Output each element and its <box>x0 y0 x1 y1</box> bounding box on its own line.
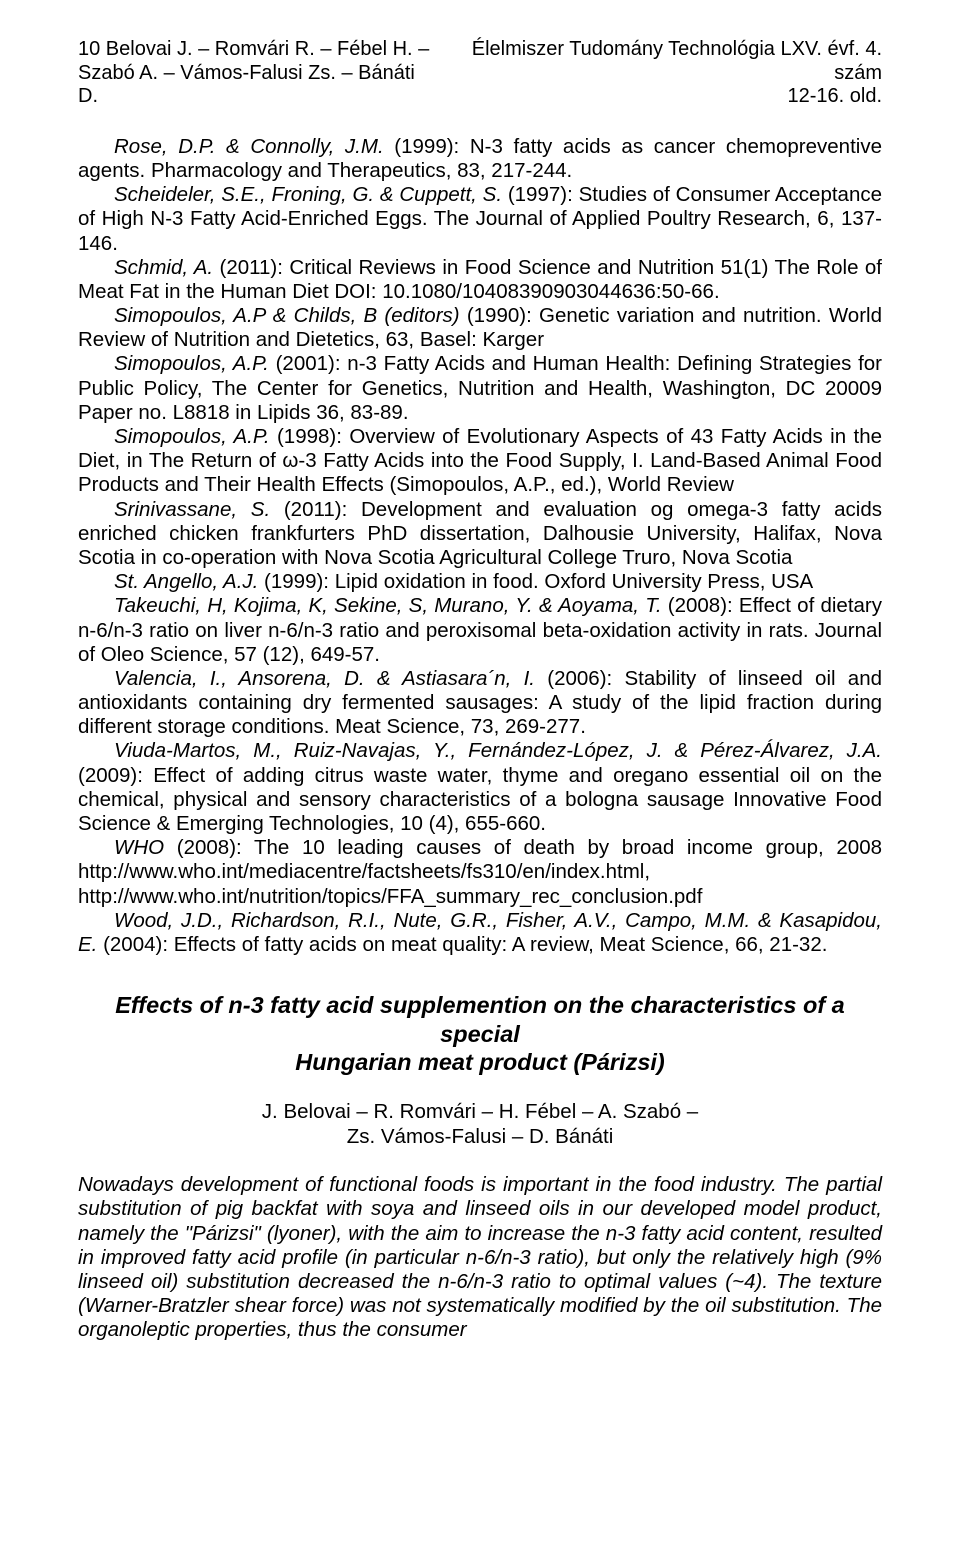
ref-authors: Simopoulos, A.P. <box>114 352 269 375</box>
ref-authors: Viuda-Martos, M., Ruiz-Navajas, Y., Fern… <box>114 739 882 762</box>
reference: Viuda-Martos, M., Ruiz-Navajas, Y., Fern… <box>78 739 882 836</box>
ref-authors: Simopoulos, A.P. <box>114 425 270 448</box>
ref-authors: Valencia, I., Ansorena, D. & Astiasara´n… <box>114 667 535 690</box>
reference: Simopoulos, A.P & Childs, B (editors) (1… <box>78 304 882 352</box>
reference: Takeuchi, H, Kojima, K, Sekine, S, Muran… <box>78 594 882 667</box>
abstract-text: Nowadays development of functional foods… <box>78 1173 882 1341</box>
ref-authors: Scheideler, S.E., Froning, G. & Cuppett,… <box>114 183 502 206</box>
reference: Scheideler, S.E., Froning, G. & Cuppett,… <box>78 183 882 256</box>
ref-body: (2004): Effects of fatty acids on meat q… <box>97 933 827 956</box>
reference: Simopoulos, A.P. (1998): Overview of Evo… <box>78 425 882 498</box>
ref-authors: Schmid, A. <box>114 256 213 279</box>
authors-line1: J. Belovai – R. Romvári – H. Fébel – A. … <box>78 1099 882 1124</box>
page: 10 Belovai J. – Romvári R. – Fébel H. – … <box>0 0 960 1392</box>
ref-body: (2009): Effect of adding citrus waste wa… <box>78 764 882 835</box>
ref-body: (2008): The 10 leading causes of death b… <box>78 836 882 907</box>
header-left-line2: Szabó A. – Vámos-Falusi Zs. – Bánáti D. <box>78 62 431 109</box>
reference: Srinivassane, S. (2011): Development and… <box>78 498 882 571</box>
header-left-line1: 10 Belovai J. – Romvári R. – Fébel H. – <box>78 38 431 62</box>
article-title: Effects of n-3 fatty acid supplemention … <box>78 991 882 1077</box>
ref-authors: Simopoulos, A.P & Childs, B (editors) <box>114 304 460 327</box>
ref-authors: Rose, D.P. & Connolly, J.M. <box>114 135 384 158</box>
ref-authors: St. Angello, A.J. <box>114 570 258 593</box>
reference: Valencia, I., Ansorena, D. & Astiasara´n… <box>78 667 882 740</box>
ref-authors: Takeuchi, H, Kojima, K, Sekine, S, Muran… <box>114 594 662 617</box>
title-line2: Hungarian meat product (Párizsi) <box>78 1048 882 1077</box>
article-authors: J. Belovai – R. Romvári – H. Fébel – A. … <box>78 1099 882 1149</box>
reference: Rose, D.P. & Connolly, J.M. (1999): N-3 … <box>78 135 882 183</box>
reference: Schmid, A. (2011): Critical Reviews in F… <box>78 256 882 304</box>
ref-body: (1999): Lipid oxidation in food. Oxford … <box>258 570 813 593</box>
header-left: 10 Belovai J. – Romvári R. – Fébel H. – … <box>78 38 431 109</box>
reference: Simopoulos, A.P. (2001): n-3 Fatty Acids… <box>78 352 882 425</box>
reference: Wood, J.D., Richardson, R.I., Nute, G.R.… <box>78 909 882 957</box>
header-right-line2: 12-16. old. <box>431 85 882 109</box>
header-right-line1: Élelmiszer Tudomány Technológia LXV. évf… <box>431 38 882 85</box>
title-line1: Effects of n-3 fatty acid supplemention … <box>78 991 882 1048</box>
reference: WHO (2008): The 10 leading causes of dea… <box>78 836 882 909</box>
page-header: 10 Belovai J. – Romvári R. – Fébel H. – … <box>78 38 882 109</box>
reference: St. Angello, A.J. (1999): Lipid oxidatio… <box>78 570 882 594</box>
header-right: Élelmiszer Tudomány Technológia LXV. évf… <box>431 38 882 109</box>
authors-line2: Zs. Vámos-Falusi – D. Bánáti <box>78 1124 882 1149</box>
article-abstract: Nowadays development of functional foods… <box>78 1173 882 1342</box>
ref-authors: WHO <box>114 836 164 859</box>
ref-authors: Srinivassane, S. <box>114 498 270 521</box>
references-block: Rose, D.P. & Connolly, J.M. (1999): N-3 … <box>78 135 882 957</box>
